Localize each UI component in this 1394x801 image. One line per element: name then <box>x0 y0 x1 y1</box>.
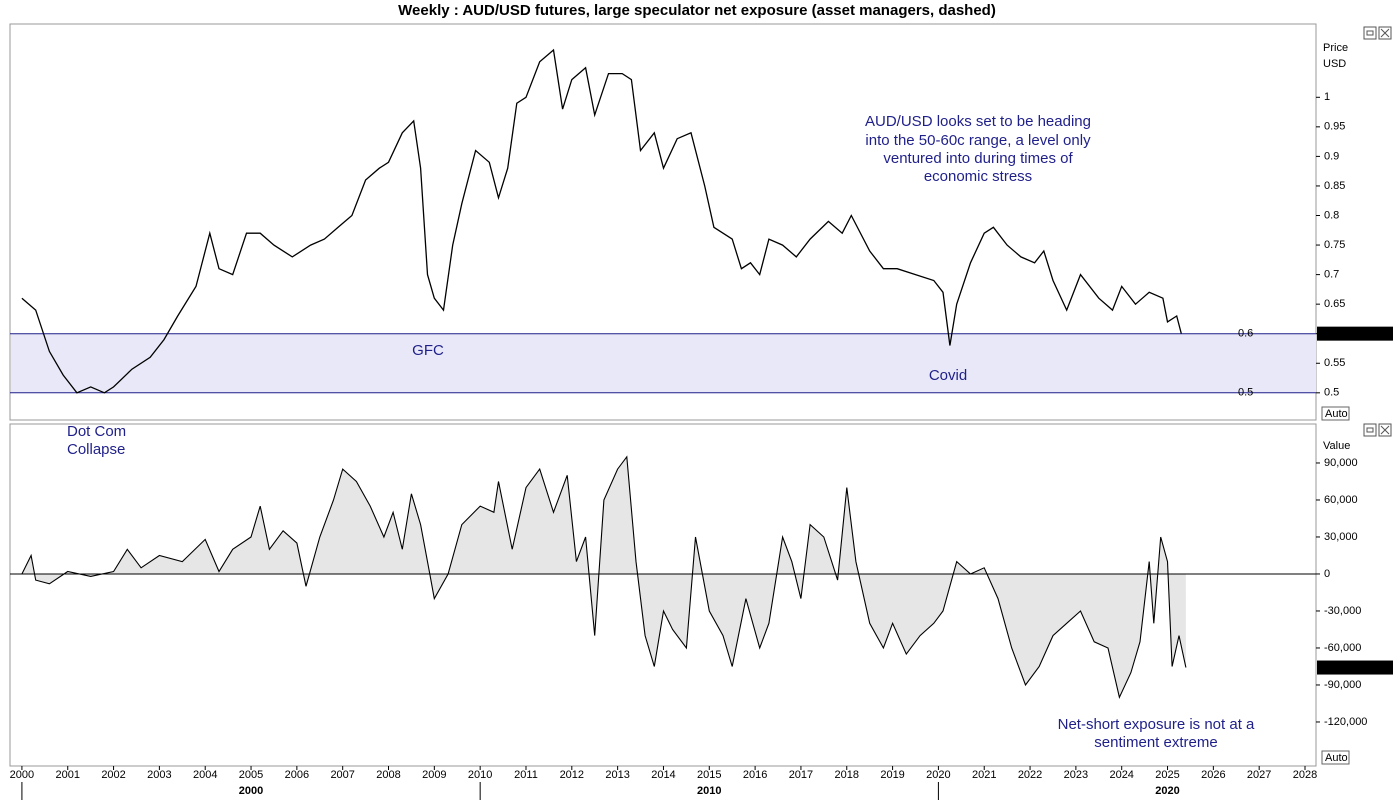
annotation: Covid <box>929 367 967 384</box>
last-value-box <box>1317 660 1393 675</box>
x-tick-label: 2017 <box>789 769 813 781</box>
x-tick-label: 2010 <box>468 769 492 781</box>
x-major-label: 2010 <box>697 785 721 797</box>
x-tick-label: 2013 <box>605 769 629 781</box>
x-tick-label: 2003 <box>147 769 171 781</box>
band <box>11 333 1316 393</box>
price-line <box>21 48 1182 394</box>
y-tick-label: 0 <box>1324 568 1330 580</box>
x-tick-label: 2028 <box>1293 769 1317 781</box>
x-major-label: 2020 <box>1155 785 1179 797</box>
x-tick-label: 2019 <box>880 769 904 781</box>
exposure-line <box>21 455 1187 699</box>
x-major-label: 2000 <box>239 785 263 797</box>
annotation: sentiment extreme <box>1094 734 1217 751</box>
scale-mode[interactable]: Auto <box>1325 752 1348 764</box>
plot-layer: 0.5 0.55 0.6 0.65 0.7 0.75 0.8 0.85 0.9 0.95 1 0.60… <box>10 48 1393 800</box>
last-value-box <box>1317 326 1393 341</box>
y-tick-label: -90,000 <box>1324 679 1361 691</box>
x-tick-label: 2016 <box>743 769 767 781</box>
scale-button[interactable] <box>1321 750 1350 765</box>
y-tick-label: 0.75 <box>1324 239 1345 251</box>
x-tick-label: 2012 <box>560 769 584 781</box>
x-tick-label: 2023 <box>1064 769 1088 781</box>
annotation: AUD/USD looks set to be heading <box>865 113 1091 130</box>
y-tick-label: 90,000 <box>1324 457 1358 469</box>
scale-mode[interactable]: Auto <box>1325 408 1348 420</box>
x-tick-label: 2005 <box>239 769 263 781</box>
y-tick-label: 0.85 <box>1324 180 1345 192</box>
y-tick-label: -120,000 <box>1324 716 1367 728</box>
annotation: ventured into during times of <box>883 150 1073 167</box>
window-buttons[interactable] <box>1363 26 1392 437</box>
annotation: Collapse <box>67 441 125 458</box>
y-tick-label: -30,000 <box>1324 605 1361 617</box>
x-tick-label: 2000 <box>10 769 34 781</box>
x-tick-label: 2015 <box>697 769 721 781</box>
y-tick-label: 0.5 <box>1324 387 1339 399</box>
x-tick-label: 2006 <box>285 769 309 781</box>
reference-label: 0.5 <box>1238 387 1253 399</box>
x-tick-label: 2009 <box>422 769 446 781</box>
y-tick-label: 0.55 <box>1324 357 1345 369</box>
y-tick-label: 0.95 <box>1324 121 1345 133</box>
annotation: Dot Com <box>67 423 126 440</box>
chart-title: Weekly : AUD/USD futures, large speculat… <box>398 2 996 19</box>
y-axis-label: Value <box>1323 440 1350 452</box>
scale-button[interactable] <box>1321 406 1350 421</box>
x-tick-label: 2018 <box>835 769 859 781</box>
x-tick-label: 2024 <box>1109 769 1133 781</box>
y-tick-label: 0.7 <box>1324 269 1339 281</box>
x-tick-label: 2001 <box>55 769 79 781</box>
y-tick-label: 1 <box>1324 91 1330 103</box>
x-tick-label: 2027 <box>1247 769 1271 781</box>
annotation: GFC <box>412 342 444 359</box>
last-value-label: 0.60010 <box>1320 328 1360 340</box>
x-tick-label: 2004 <box>193 769 217 781</box>
x-tick-label: 2026 <box>1201 769 1225 781</box>
annotation: Net-short exposure is not at a <box>1058 716 1255 733</box>
y-tick-label: 0.65 <box>1324 298 1345 310</box>
x-tick-label: 2014 <box>651 769 675 781</box>
reference-label: 0.6 <box>1238 328 1253 340</box>
annotation: economic stress <box>924 168 1032 185</box>
annotation: into the 50-60c range, a level only <box>865 132 1091 149</box>
x-tick-label: 2007 <box>330 769 354 781</box>
y-tick-label: 60,000 <box>1324 494 1358 506</box>
y-tick-label: 0.9 <box>1324 150 1339 162</box>
x-tick-label: 2025 <box>1155 769 1179 781</box>
x-tick-label: 2022 <box>1018 769 1042 781</box>
y-tick-label: 30,000 <box>1324 531 1358 543</box>
y-tick-label: -60,000 <box>1324 642 1361 654</box>
y-axis-label: USD <box>1323 58 1346 70</box>
x-tick-label: 2008 <box>376 769 400 781</box>
y-tick-label: 0.8 <box>1324 209 1339 221</box>
y-axis-label: Price <box>1323 42 1348 54</box>
x-tick-label: 2021 <box>972 769 996 781</box>
x-tick-label: 2002 <box>101 769 125 781</box>
last-value-label: -75,863.000 <box>1320 661 1379 673</box>
x-tick-label: 2020 <box>926 769 950 781</box>
x-tick-label: 2011 <box>514 769 538 781</box>
